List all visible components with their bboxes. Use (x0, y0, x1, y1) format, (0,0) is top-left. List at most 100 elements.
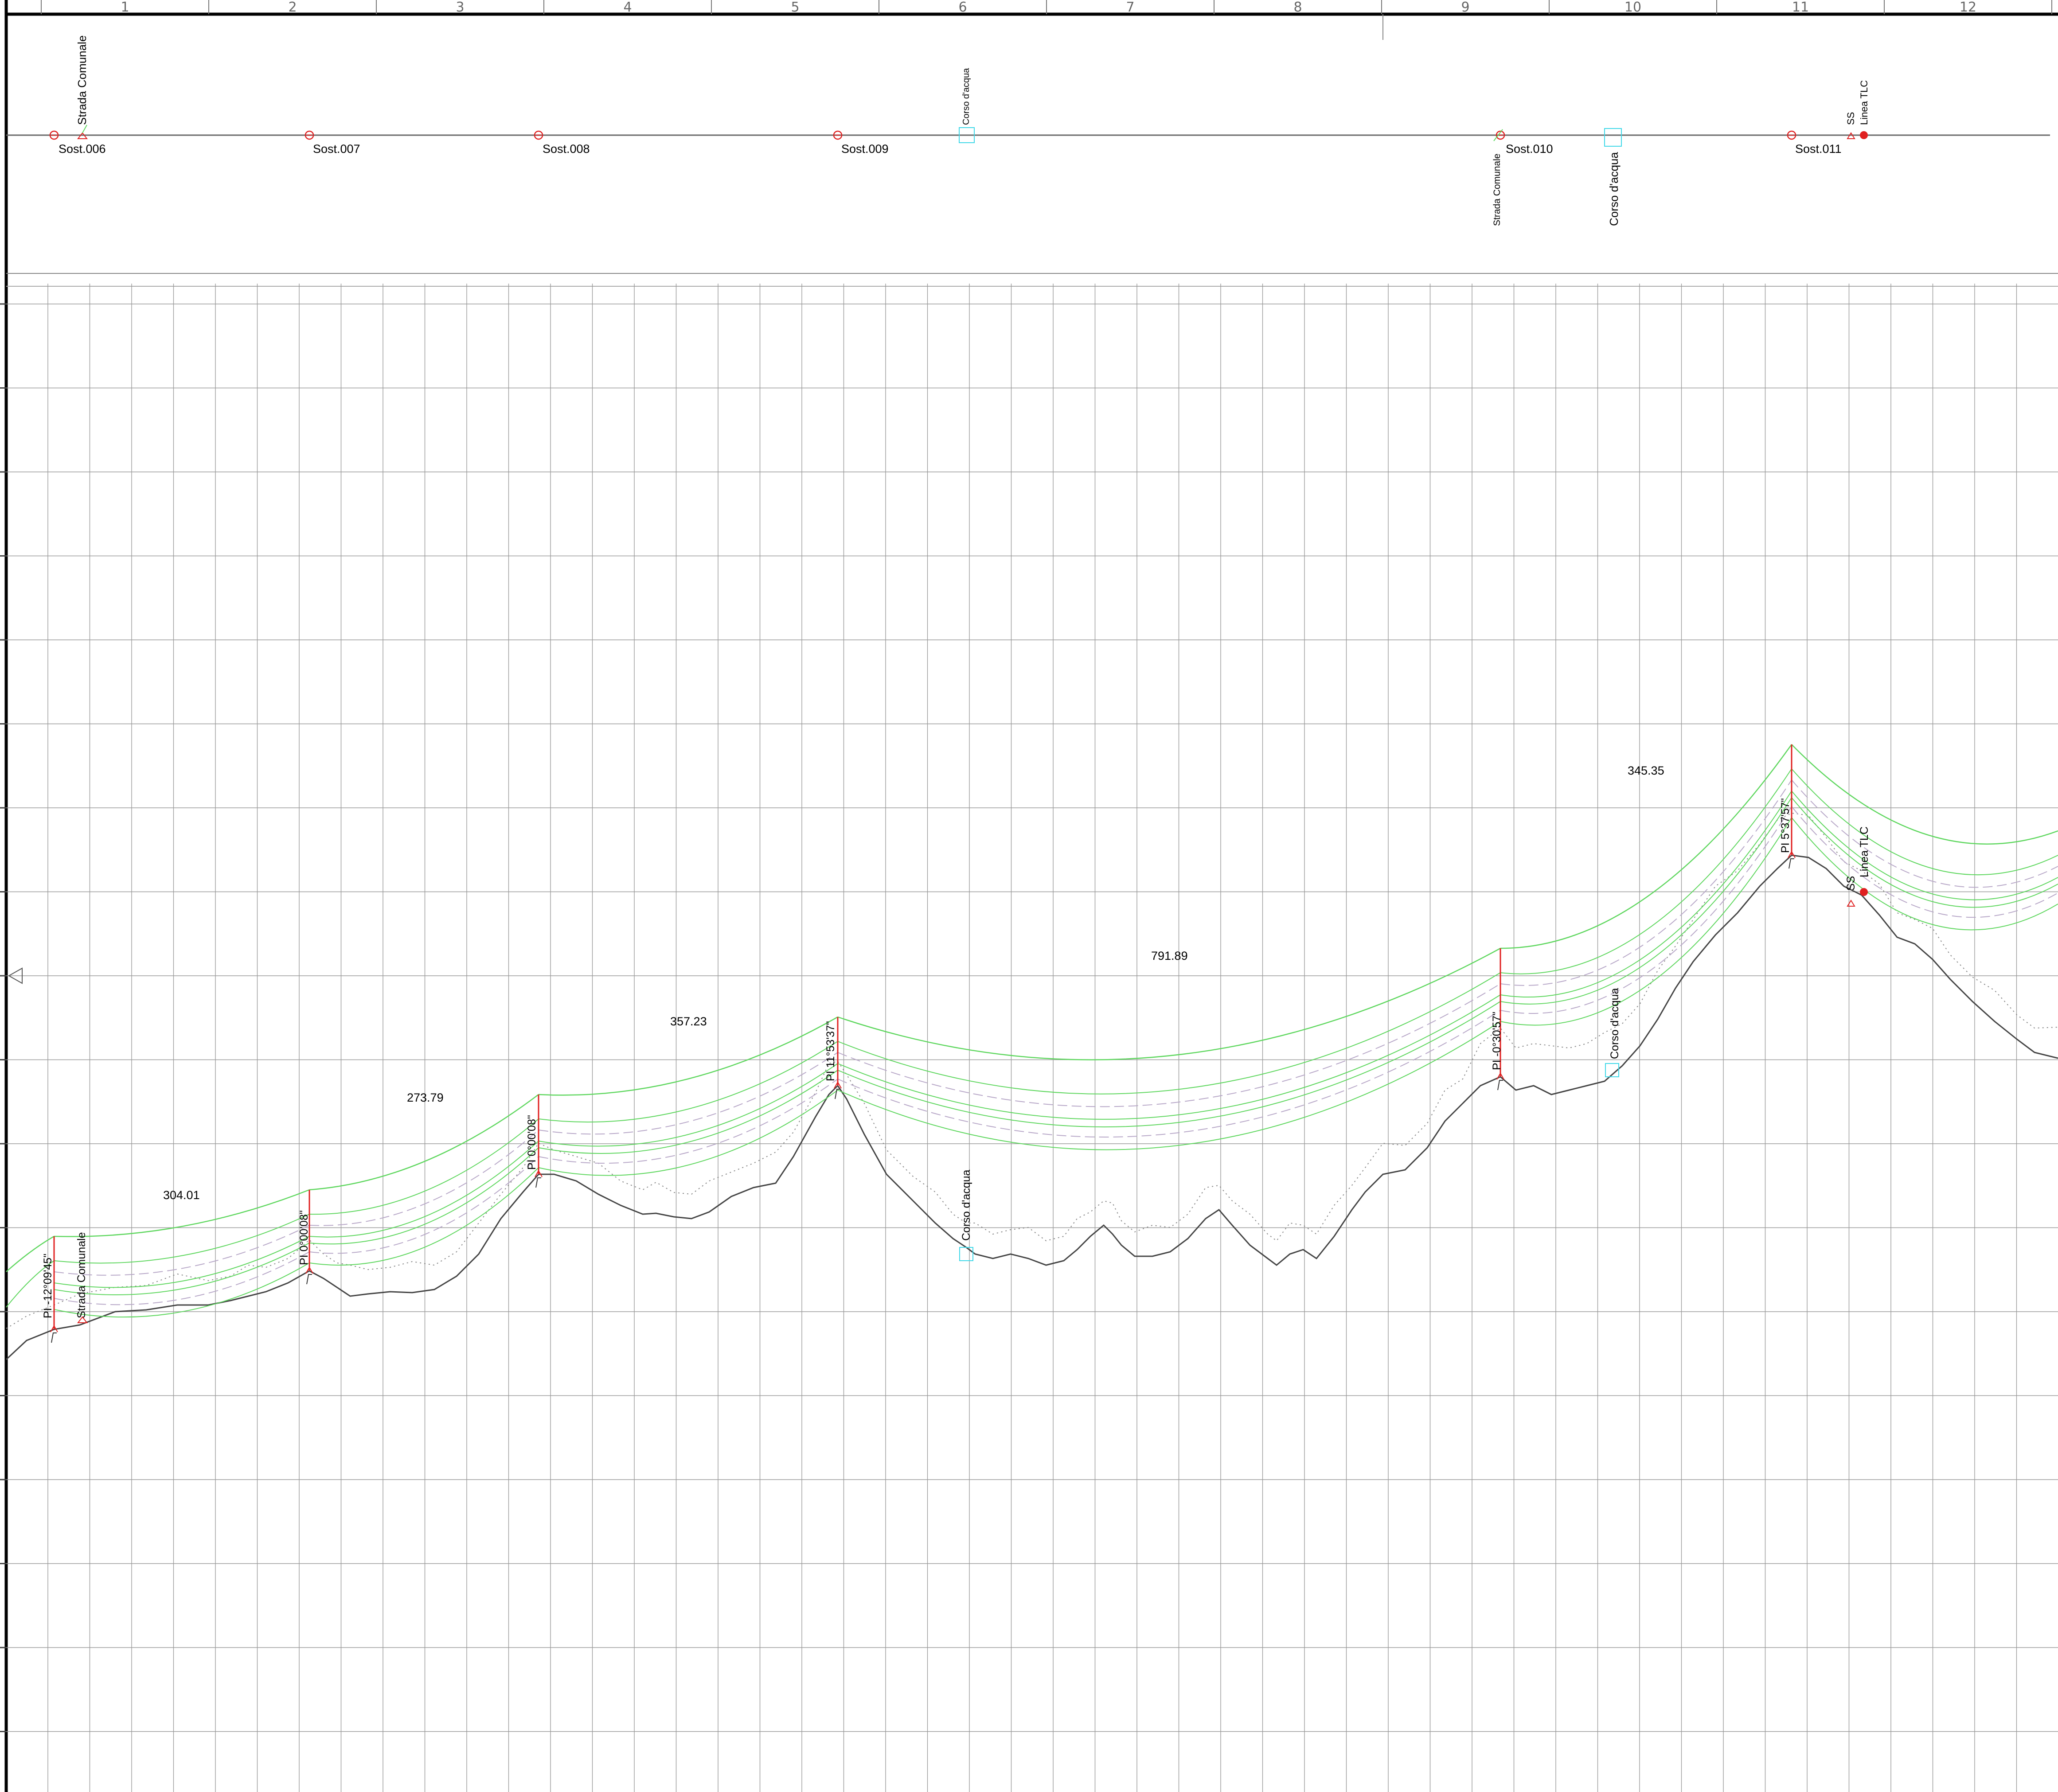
clearance-curve (54, 1225, 310, 1276)
support-anchor (306, 1274, 312, 1285)
support-anchor (51, 1332, 57, 1343)
clearance-curve (309, 1156, 539, 1254)
road-triangle (77, 1316, 88, 1323)
support-label-008: Sost.008 (543, 142, 590, 156)
ruler-number: 7 (1126, 0, 1134, 15)
support-anchor (535, 1177, 541, 1188)
conductor-curve (1500, 817, 1792, 1026)
conductor-curve (309, 1147, 539, 1245)
support-symbol (1787, 130, 1796, 140)
road-line (1493, 129, 1503, 141)
conductor-curve (538, 1016, 838, 1096)
profile-geometry (5, 744, 2058, 1360)
conductor-curve (1791, 797, 2058, 908)
conductor-curve (1500, 791, 1792, 998)
sheet-frame: 1 2 3 4 5 6 7 8 9 10 11 12 (4, 0, 2058, 1792)
conductor-curve (538, 1063, 838, 1147)
ruler-number: 3 (456, 0, 464, 15)
plan-tlc-label: Linea TLC (1859, 80, 1870, 125)
conductor-curve (54, 1243, 310, 1296)
plan-band (6, 125, 2058, 287)
clearance-curve (837, 983, 1501, 1107)
conductor-curve (538, 1090, 838, 1176)
plan-water-bottom-label: Corso d'acqua (1607, 152, 1621, 226)
clearance-curve (309, 1130, 539, 1226)
conductor-curve (309, 1118, 539, 1215)
water-marker (1605, 1063, 1619, 1077)
support-foot (1788, 850, 1796, 858)
support-symbol (833, 130, 843, 140)
ss-triangle (1847, 132, 1855, 139)
tlc-dot (1860, 888, 1868, 896)
conductor-curve (54, 1262, 310, 1318)
conductor-curve (1500, 797, 1792, 1005)
support-label-010: Sost.010 (1506, 142, 1553, 156)
plan-labels: Sost.006 Sost.007 Sost.008 Sost.009 Sost… (59, 35, 1870, 226)
ruler-number: 4 (623, 0, 632, 15)
conductor-curve (538, 1070, 838, 1154)
water-marker (1604, 128, 1622, 147)
support-anchor (1789, 858, 1794, 869)
conductor-curve (1791, 817, 2058, 931)
conductor-curve (6, 1235, 55, 1272)
tlc-dot (1860, 131, 1868, 139)
span-label-3: 357.23 (670, 1015, 707, 1028)
conductor-curve (54, 1214, 310, 1264)
ruler-number: 11 (1792, 0, 1809, 15)
conductor-curve (54, 1236, 310, 1288)
support-label-006: Sost.006 (59, 142, 106, 156)
plan-ss-label: SS (1845, 112, 1856, 125)
ruler-number: 1 (121, 0, 129, 15)
profile-water1-label: Corso d'acqua (960, 1169, 972, 1241)
conductor-curve (837, 994, 1501, 1120)
water-marker (959, 127, 975, 143)
clearance-curve (1791, 779, 2058, 888)
ruler-number: 10 (1625, 0, 1641, 15)
support-label-007: Sost.007 (313, 142, 360, 156)
clearance-curve (538, 1079, 838, 1164)
ruler-numbers: 1 2 3 4 5 6 7 8 9 10 11 12 (121, 0, 1976, 15)
span-label-4: 791.89 (1151, 949, 1188, 962)
profile-water2-label: Corso d'acqua (1609, 988, 1621, 1059)
water-marker (959, 1247, 973, 1261)
conductor-curve (54, 1189, 310, 1237)
conductor-curve (1791, 744, 2058, 845)
span-label-5: 345.35 (1628, 764, 1664, 777)
clearance-curve (538, 1052, 838, 1135)
conductor-curve (309, 1141, 539, 1238)
support-symbol (1496, 130, 1505, 140)
ground-profile (5, 854, 2058, 1360)
support-symbol (49, 130, 59, 140)
profile-road-label: Strada Comunale (75, 1232, 88, 1318)
road-line (82, 125, 87, 133)
pi-label-4: PI 11°53'37" (824, 1021, 837, 1081)
conductor-curve (309, 1167, 539, 1266)
support-foot (305, 1266, 313, 1274)
profile-labels: 304.01 273.79 357.23 791.89 345.35 PI -1… (42, 764, 1871, 1318)
axis-marker (8, 967, 23, 984)
conductor-curve (1791, 791, 2058, 900)
ruler-number: 2 (288, 0, 297, 15)
pi-label-6: PI 5°37'57" (1779, 798, 1792, 853)
support-foot (50, 1325, 58, 1332)
clearance-curve (1500, 806, 1792, 1014)
profile-grid (0, 284, 2058, 1792)
conductor-curve (837, 947, 1501, 1060)
span-label-2: 273.79 (407, 1091, 444, 1104)
conductor-curve (837, 1001, 1501, 1127)
ss-triangle (1847, 900, 1855, 907)
profile-tlc-label: Linea TLC (1858, 826, 1871, 877)
clearance-curve (1791, 806, 2058, 918)
road-triangle (77, 132, 88, 139)
support-label-011: Sost.011 (1795, 142, 1842, 156)
plan-symbols (49, 125, 1868, 147)
clearance-curve (837, 1010, 1501, 1138)
plan-road-top-label: Strada Comunale (75, 35, 89, 125)
pi-label-3: PI 0°00'08" (526, 1115, 538, 1170)
plan-road-bottom-label: Strada Comunale (1492, 154, 1502, 226)
support-foot (535, 1169, 543, 1177)
ruler-ticks (41, 0, 2052, 14)
support-label-009: Sost.009 (841, 142, 889, 156)
ruler-number: 5 (791, 0, 799, 15)
pi-label-1: PI -12°09'45" (42, 1254, 54, 1318)
